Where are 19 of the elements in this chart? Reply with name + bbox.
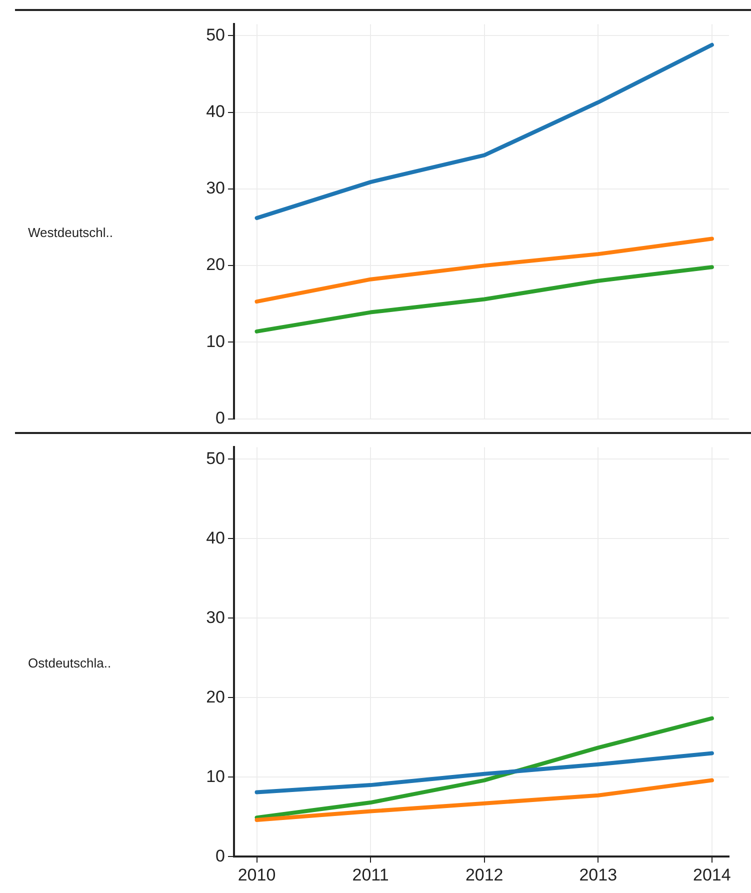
y-tick-label: 10 [206, 766, 225, 786]
y-tick-label: 0 [216, 846, 225, 866]
y-axis-title: Westdeutschl.. [28, 225, 114, 240]
x-tick-label: 2011 [352, 865, 389, 884]
x-tick-label: 2013 [579, 865, 618, 884]
y-tick-label: 40 [206, 528, 225, 548]
y-tick-label: 10 [206, 332, 225, 351]
x-tick-label: 2014 [693, 865, 731, 884]
y-tick-label: 30 [206, 608, 225, 627]
y-tick-label: 20 [206, 687, 225, 706]
y-tick-label: 0 [216, 408, 225, 428]
y-tick-label: 40 [206, 102, 225, 121]
y-axis-title: Ostdeutschla.. [28, 655, 112, 670]
y-tick-label: 30 [206, 178, 225, 198]
x-tick-label: 2010 [238, 865, 276, 884]
y-tick-label: 50 [206, 25, 225, 44]
y-tick-label: 20 [206, 255, 225, 274]
x-tick-label: 2012 [465, 865, 504, 884]
y-tick-label: 50 [206, 448, 225, 468]
